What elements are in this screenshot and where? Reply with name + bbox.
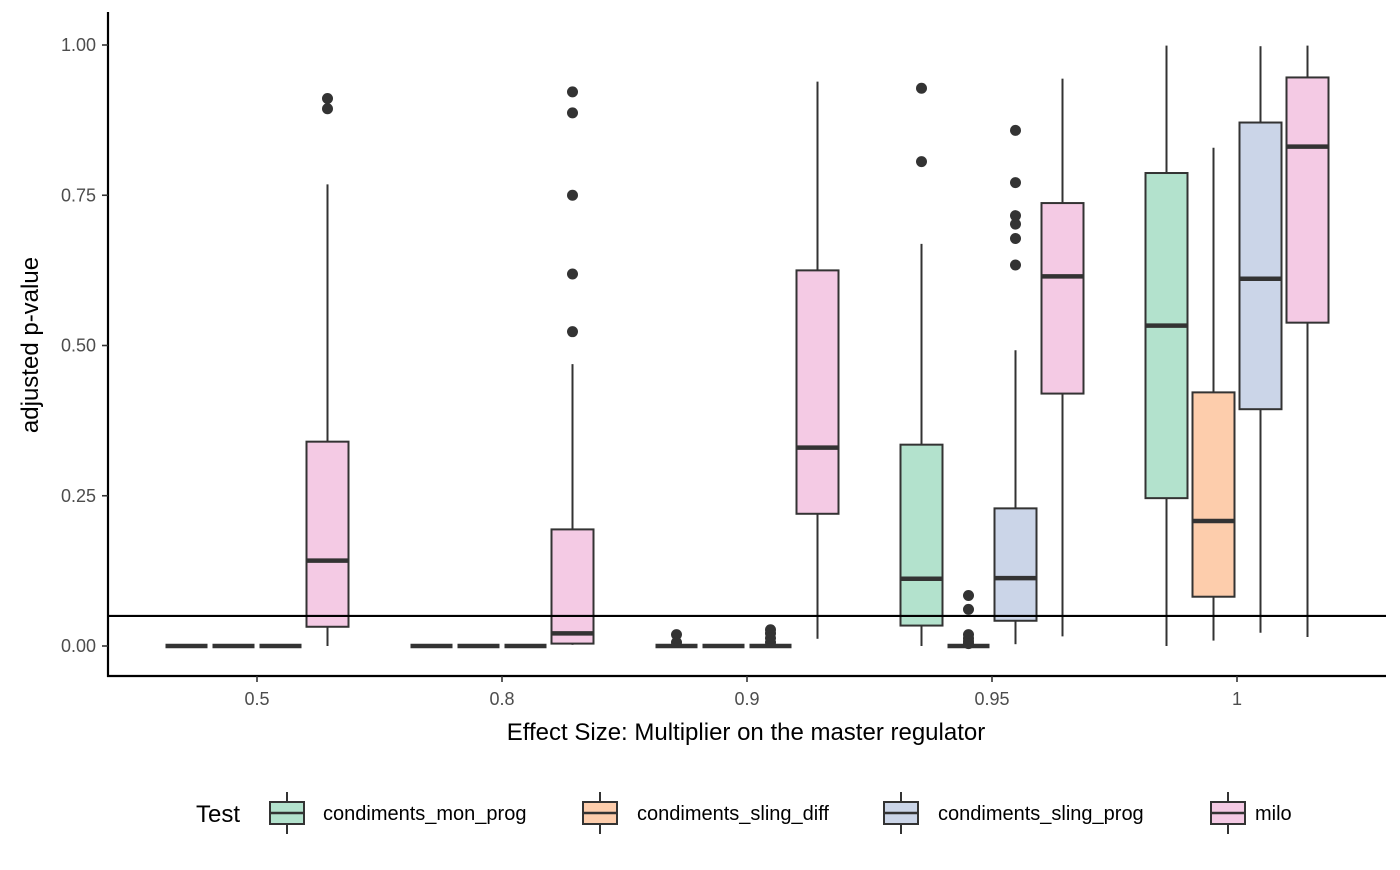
outlier-point (765, 636, 776, 648)
y-axis-title: adjusted p-value (17, 257, 44, 433)
outlier-point (671, 636, 682, 648)
legend-label: milo (1255, 803, 1292, 825)
box (1238, 121, 1283, 411)
outlier-point (322, 103, 333, 115)
box (1144, 172, 1189, 500)
outlier-point (1010, 177, 1021, 189)
x-tick-label: 0.5 (244, 689, 269, 709)
outlier-point (567, 86, 578, 98)
outlier-point (567, 326, 578, 338)
box (795, 269, 840, 515)
outlier-point (916, 82, 927, 94)
box (550, 528, 595, 645)
outlier-point (567, 107, 578, 119)
series-condiments_sling_diff (212, 147, 1236, 650)
outlier-point (567, 268, 578, 280)
legend-label: condiments_sling_diff (637, 803, 829, 825)
box (899, 443, 944, 627)
outlier-point (671, 629, 682, 641)
box (1285, 76, 1330, 324)
legend-item: condiments_sling_diff (582, 792, 829, 834)
x-axis-title: Effect Size: Multiplier on the master re… (507, 719, 985, 746)
outlier-point (916, 156, 927, 168)
outlier-point (1010, 218, 1021, 230)
box (993, 507, 1038, 622)
outlier-point (1010, 259, 1021, 271)
y-tick-label: 0.50 (61, 336, 96, 356)
x-tick-label: 0.8 (489, 689, 514, 709)
x-tick-label: 1 (1232, 689, 1242, 709)
legend-label: condiments_sling_prog (938, 803, 1144, 825)
legend-item: milo (1210, 792, 1292, 834)
y-tick-label: 0.00 (61, 636, 96, 656)
outlier-point (567, 189, 578, 201)
outlier-point (963, 638, 974, 650)
outlier-point (1010, 210, 1021, 222)
legend-item: condiments_mon_prog (269, 792, 526, 834)
outlier-point (322, 92, 333, 104)
legend-title: Test (196, 801, 240, 828)
box (1040, 202, 1085, 395)
legend-item: condiments_sling_prog (883, 792, 1144, 834)
box (1191, 391, 1236, 598)
series-milo (305, 45, 1330, 646)
box (305, 440, 350, 628)
outlier-point (1010, 124, 1021, 136)
outlier-point (963, 590, 974, 602)
series-condiments_sling_prog (259, 46, 1283, 649)
y-tick-label: 0.25 (61, 486, 96, 506)
legend-label: condiments_mon_prog (323, 803, 526, 825)
x-tick-label: 0.95 (974, 689, 1009, 709)
x-tick-label: 0.9 (734, 689, 759, 709)
series-condiments_mon_prog (165, 45, 1189, 649)
y-tick-label: 1.00 (61, 35, 96, 55)
outlier-point (963, 603, 974, 615)
outlier-point (1010, 233, 1021, 245)
y-tick-label: 0.75 (61, 185, 96, 205)
